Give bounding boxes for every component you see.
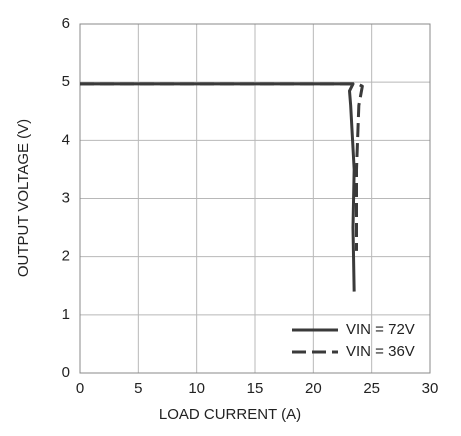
- x-tick-label: 10: [188, 380, 205, 397]
- y-tick-label: 6: [62, 15, 70, 32]
- y-tick-label: 0: [62, 364, 70, 381]
- y-tick-label: 4: [62, 131, 70, 148]
- y-tick-label: 2: [62, 248, 70, 265]
- y-axis-label: OUTPUT VOLTAGE (V): [15, 119, 32, 277]
- x-tick-label: 30: [422, 380, 439, 397]
- x-tick-label: 15: [247, 380, 264, 397]
- x-axis-label: LOAD CURRENT (A): [159, 406, 301, 423]
- legend-label: VIN = 36V: [346, 343, 415, 360]
- x-tick-label: 5: [134, 380, 142, 397]
- y-tick-label: 1: [62, 306, 70, 323]
- legend-label: VIN = 72V: [346, 321, 415, 338]
- x-tick-label: 20: [305, 380, 322, 397]
- x-tick-label: 0: [76, 380, 84, 397]
- x-tick-label: 25: [363, 380, 380, 397]
- y-tick-label: 3: [62, 189, 70, 206]
- y-tick-label: 5: [62, 73, 70, 90]
- plot-frame: [79, 23, 431, 374]
- series-line: [80, 82, 364, 251]
